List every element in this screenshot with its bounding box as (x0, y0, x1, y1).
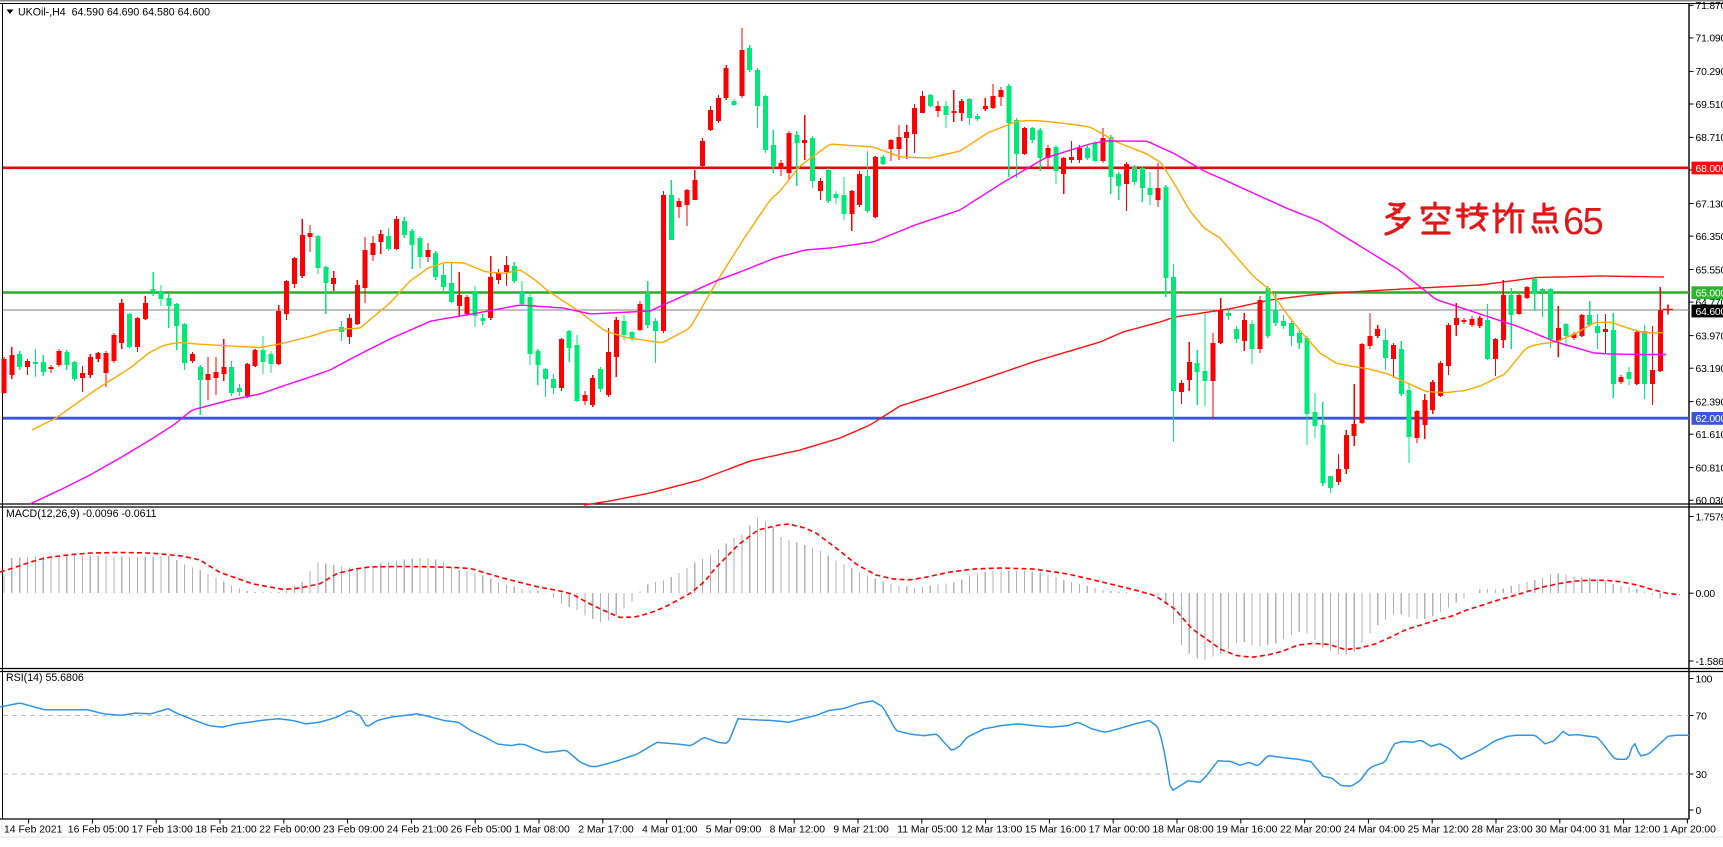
svg-text:25 Mar 12:00: 25 Mar 12:00 (1408, 825, 1469, 836)
svg-text:31 Mar 12:00: 31 Mar 12:00 (1599, 825, 1660, 836)
svg-text:1 Mar 08:00: 1 Mar 08:00 (514, 825, 570, 836)
svg-text:16 Feb 05:00: 16 Feb 05:00 (68, 825, 129, 836)
svg-text:17 Mar 00:00: 17 Mar 00:00 (1089, 825, 1150, 836)
svg-text:8 Mar 12:00: 8 Mar 12:00 (770, 825, 826, 836)
svg-text:62.390: 62.390 (1696, 397, 1723, 408)
svg-text:64.600: 64.600 (1696, 307, 1723, 318)
svg-text:9 Mar 21:00: 9 Mar 21:00 (833, 825, 889, 836)
svg-text:26 Feb 05:00: 26 Feb 05:00 (451, 825, 512, 836)
svg-text:69.510: 69.510 (1696, 100, 1723, 111)
svg-text:UKOil-,H4 64.590 64.690 64.58: UKOil-,H4 64.590 64.690 64.580 64.600 (18, 7, 210, 19)
svg-text:0.00: 0.00 (1696, 589, 1716, 600)
svg-text:0: 0 (1696, 806, 1702, 817)
svg-text:65: 65 (1563, 201, 1603, 243)
svg-text:2 Mar 17:00: 2 Mar 17:00 (578, 825, 634, 836)
svg-text:71.870: 71.870 (1696, 1, 1723, 12)
svg-text:11 Mar 05:00: 11 Mar 05:00 (897, 825, 958, 836)
svg-text:67.130: 67.130 (1696, 199, 1723, 210)
svg-text:60.810: 60.810 (1696, 463, 1723, 474)
svg-text:68.710: 68.710 (1696, 133, 1723, 144)
svg-text:1.7579: 1.7579 (1696, 512, 1723, 523)
svg-text:1 Apr 20:00: 1 Apr 20:00 (1663, 825, 1716, 836)
svg-text:70.290: 70.290 (1696, 67, 1723, 78)
svg-text:65.550: 65.550 (1696, 265, 1723, 276)
svg-text:RSI(14) 55.6806: RSI(14) 55.6806 (6, 672, 84, 684)
svg-text:71.090: 71.090 (1696, 34, 1723, 45)
svg-text:65.000: 65.000 (1696, 289, 1723, 300)
svg-text:12 Mar 13:00: 12 Mar 13:00 (961, 825, 1022, 836)
svg-text:24 Feb 21:00: 24 Feb 21:00 (387, 825, 448, 836)
svg-text:5 Mar 09:00: 5 Mar 09:00 (706, 825, 762, 836)
svg-text:18 Mar 08:00: 18 Mar 08:00 (1152, 825, 1213, 836)
svg-text:30 Mar 04:00: 30 Mar 04:00 (1535, 825, 1596, 836)
svg-text:61.610: 61.610 (1696, 430, 1723, 441)
svg-text:17 Feb 13:00: 17 Feb 13:00 (132, 825, 193, 836)
svg-text:15 Mar 16:00: 15 Mar 16:00 (1025, 825, 1086, 836)
svg-text:68.000: 68.000 (1696, 164, 1723, 175)
svg-text:23 Feb 09:00: 23 Feb 09:00 (323, 825, 384, 836)
svg-text:19 Mar 16:00: 19 Mar 16:00 (1216, 825, 1277, 836)
svg-text:14 Feb 2021: 14 Feb 2021 (4, 825, 63, 836)
svg-text:22 Mar 20:00: 22 Mar 20:00 (1280, 825, 1341, 836)
svg-text:66.350: 66.350 (1696, 232, 1723, 243)
svg-text:30: 30 (1696, 770, 1708, 781)
svg-text:63.190: 63.190 (1696, 364, 1723, 375)
svg-text:60.030: 60.030 (1696, 496, 1723, 507)
svg-text:100: 100 (1696, 674, 1713, 685)
svg-text:24 Mar 04:00: 24 Mar 04:00 (1344, 825, 1405, 836)
svg-text:28 Mar 23:00: 28 Mar 23:00 (1471, 825, 1532, 836)
svg-text:-1.5867: -1.5867 (1696, 657, 1723, 668)
svg-text:4 Mar 01:00: 4 Mar 01:00 (642, 825, 698, 836)
svg-text:22 Feb 00:00: 22 Feb 00:00 (259, 825, 320, 836)
svg-text:18 Feb 21:00: 18 Feb 21:00 (195, 825, 256, 836)
svg-text:70: 70 (1696, 711, 1708, 722)
svg-text:MACD(12,26,9) -0.0096 -0.0611: MACD(12,26,9) -0.0096 -0.0611 (6, 508, 157, 520)
svg-text:62.000: 62.000 (1696, 414, 1723, 425)
svg-text:63.970: 63.970 (1696, 331, 1723, 342)
